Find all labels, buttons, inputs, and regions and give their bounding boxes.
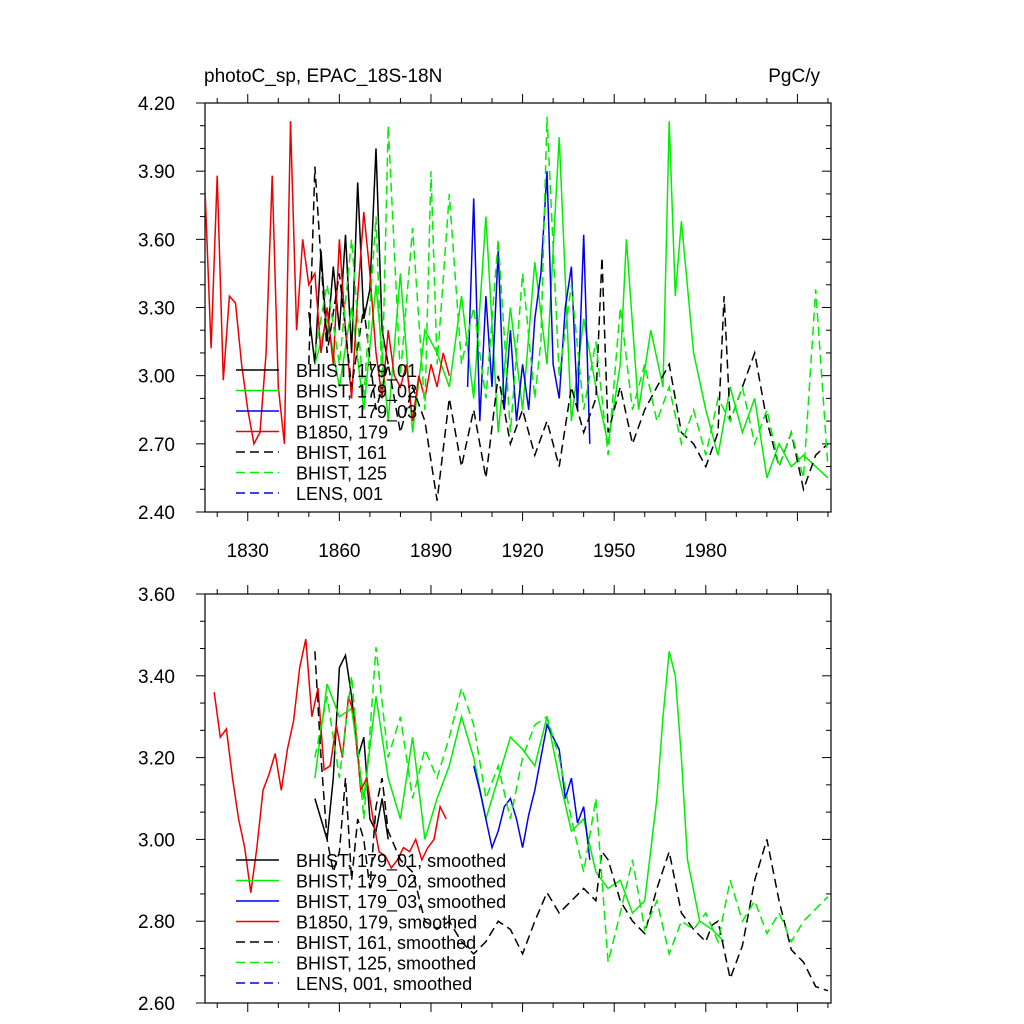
series-line-2 — [466, 171, 591, 444]
legend-label: BHIST, 125 — [296, 464, 387, 484]
y-tick-label: 2.80 — [138, 912, 175, 933]
y-tick-label: 3.60 — [138, 230, 175, 251]
bottom-panel: 2.60 2.80 3.00 3.20 3.40 3.60 BHIST, 179_01, s… — [138, 585, 832, 1015]
y-tick-label: 4.20 — [138, 94, 175, 115]
legend-label: LENS, 001 — [296, 484, 383, 504]
y-tick-label: 2.60 — [138, 994, 175, 1015]
legend-label: B1850, 179, smoothed — [296, 913, 477, 933]
series-line-1 — [314, 651, 725, 943]
legend-label: BHIST, 161 — [296, 443, 387, 463]
series-line-4 — [308, 166, 829, 501]
x-tick-label: 1860 — [318, 541, 360, 562]
y-tick-label: 3.40 — [138, 667, 175, 688]
top-panel: 1830 1860 1890 1920 1950 1980 2.40 2.70 3.00 3.30… — [138, 94, 832, 562]
legend-label: BHIST, 179_03, smoothed — [296, 892, 506, 913]
y-tick-label: 2.40 — [138, 503, 175, 524]
legend-label: BHIST, 179_01 — [296, 361, 417, 382]
series-line-2 — [472, 722, 591, 860]
legend-label: BHIST, 179_02, smoothed — [296, 872, 506, 893]
legend-label: BHIST, 161, smoothed — [296, 933, 476, 953]
x-tick-label: 1890 — [410, 541, 452, 562]
legend-label: BHIST, 125, smoothed — [296, 954, 476, 974]
legend-label: BHIST, 179_02 — [296, 382, 417, 403]
x-tick-label: 1830 — [227, 541, 269, 562]
y-tick-label: 3.00 — [138, 830, 175, 851]
series-line-5 — [314, 116, 829, 479]
legend-label: B1850, 179 — [296, 423, 388, 443]
series-line-4 — [314, 651, 829, 992]
y-tick-label: 2.70 — [138, 435, 175, 456]
y-tick-label: 3.90 — [138, 162, 175, 183]
x-tick-label: 1980 — [685, 541, 727, 562]
series-line-3 — [205, 121, 451, 447]
plot-frame — [204, 593, 832, 1004]
legend-label: LENS, 001, smoothed — [296, 974, 472, 994]
legend-label: BHIST, 179_03 — [296, 402, 417, 423]
chart-title: photoC_sp, EPAC_18S-18N — [204, 66, 442, 87]
y-tick-label: 3.60 — [138, 585, 175, 606]
y-tick-label: 3.30 — [138, 299, 175, 320]
series-line-1 — [314, 121, 829, 479]
series-line-5 — [314, 647, 829, 963]
legend-label: BHIST, 179_01, smoothed — [296, 851, 506, 872]
chart-units: PgC/y — [768, 66, 820, 87]
series-line-3 — [213, 638, 447, 893]
y-tick-label: 3.20 — [138, 749, 175, 770]
y-tick-label: 3.00 — [138, 367, 175, 388]
x-tick-label: 1920 — [501, 541, 543, 562]
x-tick-label: 1950 — [593, 541, 635, 562]
